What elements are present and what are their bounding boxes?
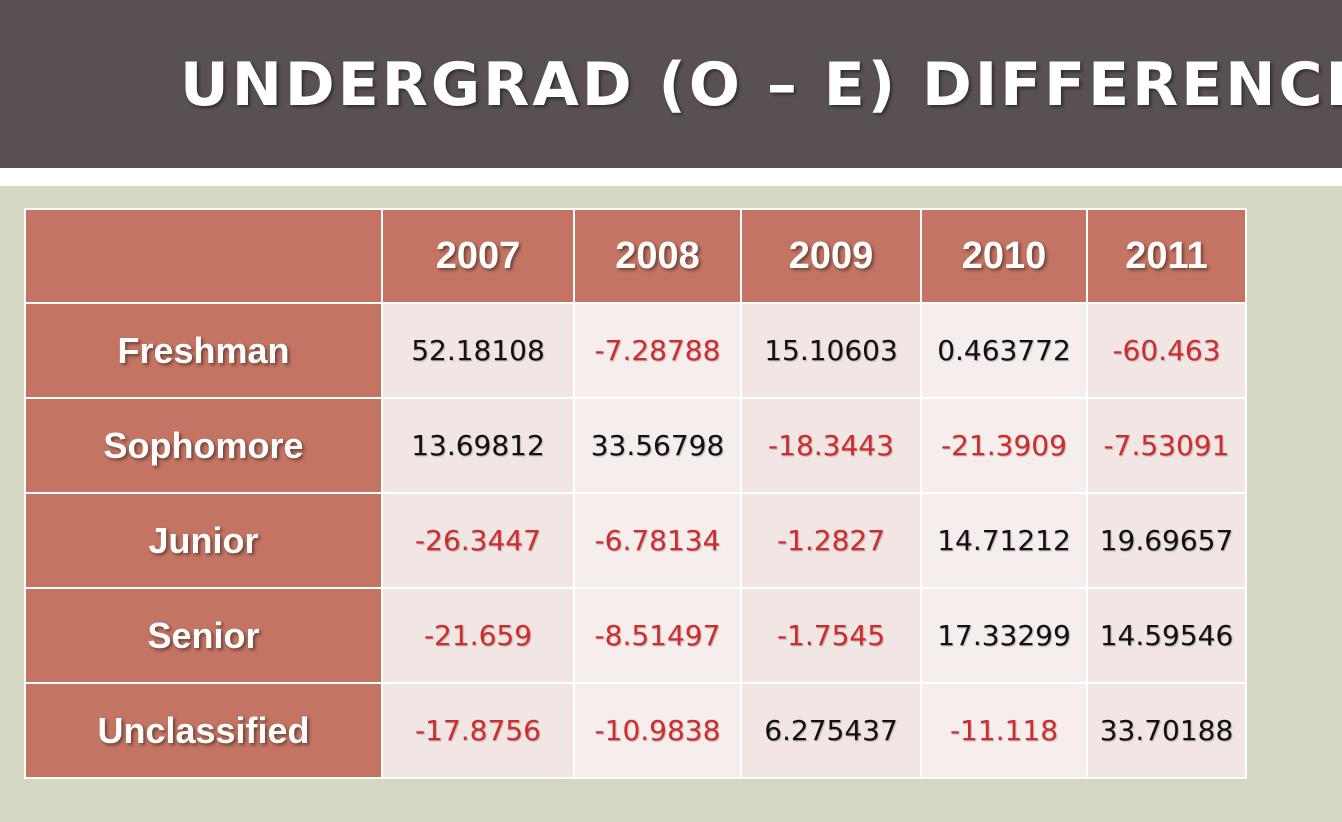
- table-cell: -7.28788: [573, 302, 742, 399]
- table-cell: 6.275437: [740, 682, 922, 779]
- table-cell: 33.56798: [573, 397, 742, 494]
- table-cell: -17.8756: [381, 682, 575, 779]
- title-bar: UNDERGRAD (O – E) DIFFERENCE: [0, 0, 1342, 168]
- table-cell: -21.659: [381, 587, 575, 684]
- table-cell: 19.69657: [1086, 492, 1247, 589]
- table-cell: -26.3447: [381, 492, 575, 589]
- table-row: Junior -26.3447 -6.78134 -1.2827 14.71212 19.…: [24, 492, 1247, 589]
- title-divider: [0, 168, 1342, 186]
- table-cell: 0.463772: [920, 302, 1088, 399]
- row-label: Sophomore: [24, 397, 383, 494]
- table-cell: -60.463: [1086, 302, 1247, 399]
- column-header-2011: 2011: [1086, 208, 1247, 304]
- table-cell: -10.9838: [573, 682, 742, 779]
- row-label: Unclassified: [24, 682, 383, 779]
- column-header-2010: 2010: [920, 208, 1088, 304]
- table-cell: 17.33299: [920, 587, 1088, 684]
- row-label: Junior: [24, 492, 383, 589]
- table-cell: 15.10603: [740, 302, 922, 399]
- table-row: Sophomore 13.69812 33.56798 -18.3443 -21.390…: [24, 397, 1247, 494]
- row-label: Freshman: [24, 302, 383, 399]
- table-cell: -6.78134: [573, 492, 742, 589]
- table-corner-cell: [24, 208, 383, 304]
- column-header-2008: 2008: [573, 208, 742, 304]
- table-row: Senior -21.659 -8.51497 -1.7545 17.33299 14.5…: [24, 587, 1247, 684]
- column-header-2007: 2007: [381, 208, 575, 304]
- table-cell: -1.7545: [740, 587, 922, 684]
- column-header-2009: 2009: [740, 208, 922, 304]
- table-header-row: 2007 2008 2009 2010 2011: [24, 208, 1247, 304]
- row-label: Senior: [24, 587, 383, 684]
- table-cell: -18.3443: [740, 397, 922, 494]
- table-row: Unclassified -17.8756 -10.9838 6.275437 -11.…: [24, 682, 1247, 779]
- table-cell: 14.71212: [920, 492, 1088, 589]
- table-cell: -1.2827: [740, 492, 922, 589]
- slide-title: UNDERGRAD (O – E) DIFFERENCE: [180, 50, 1342, 120]
- table-cell: 14.59546: [1086, 587, 1247, 684]
- data-table-container: 2007 2008 2009 2010 2011 Freshman 52.1810…: [24, 208, 1247, 779]
- table-cell: -21.3909: [920, 397, 1088, 494]
- table-row: Freshman 52.18108 -7.28788 15.10603 0.463772…: [24, 302, 1247, 399]
- table-cell: -7.53091: [1086, 397, 1247, 494]
- table-cell: -8.51497: [573, 587, 742, 684]
- table-cell: 13.69812: [381, 397, 575, 494]
- data-table: 2007 2008 2009 2010 2011 Freshman 52.1810…: [24, 208, 1247, 779]
- table-cell: 52.18108: [381, 302, 575, 399]
- table-cell: -11.118: [920, 682, 1088, 779]
- table-cell: 33.70188: [1086, 682, 1247, 779]
